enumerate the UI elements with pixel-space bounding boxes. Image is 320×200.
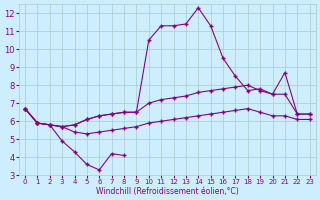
X-axis label: Windchill (Refroidissement éolien,°C): Windchill (Refroidissement éolien,°C) — [96, 187, 239, 196]
